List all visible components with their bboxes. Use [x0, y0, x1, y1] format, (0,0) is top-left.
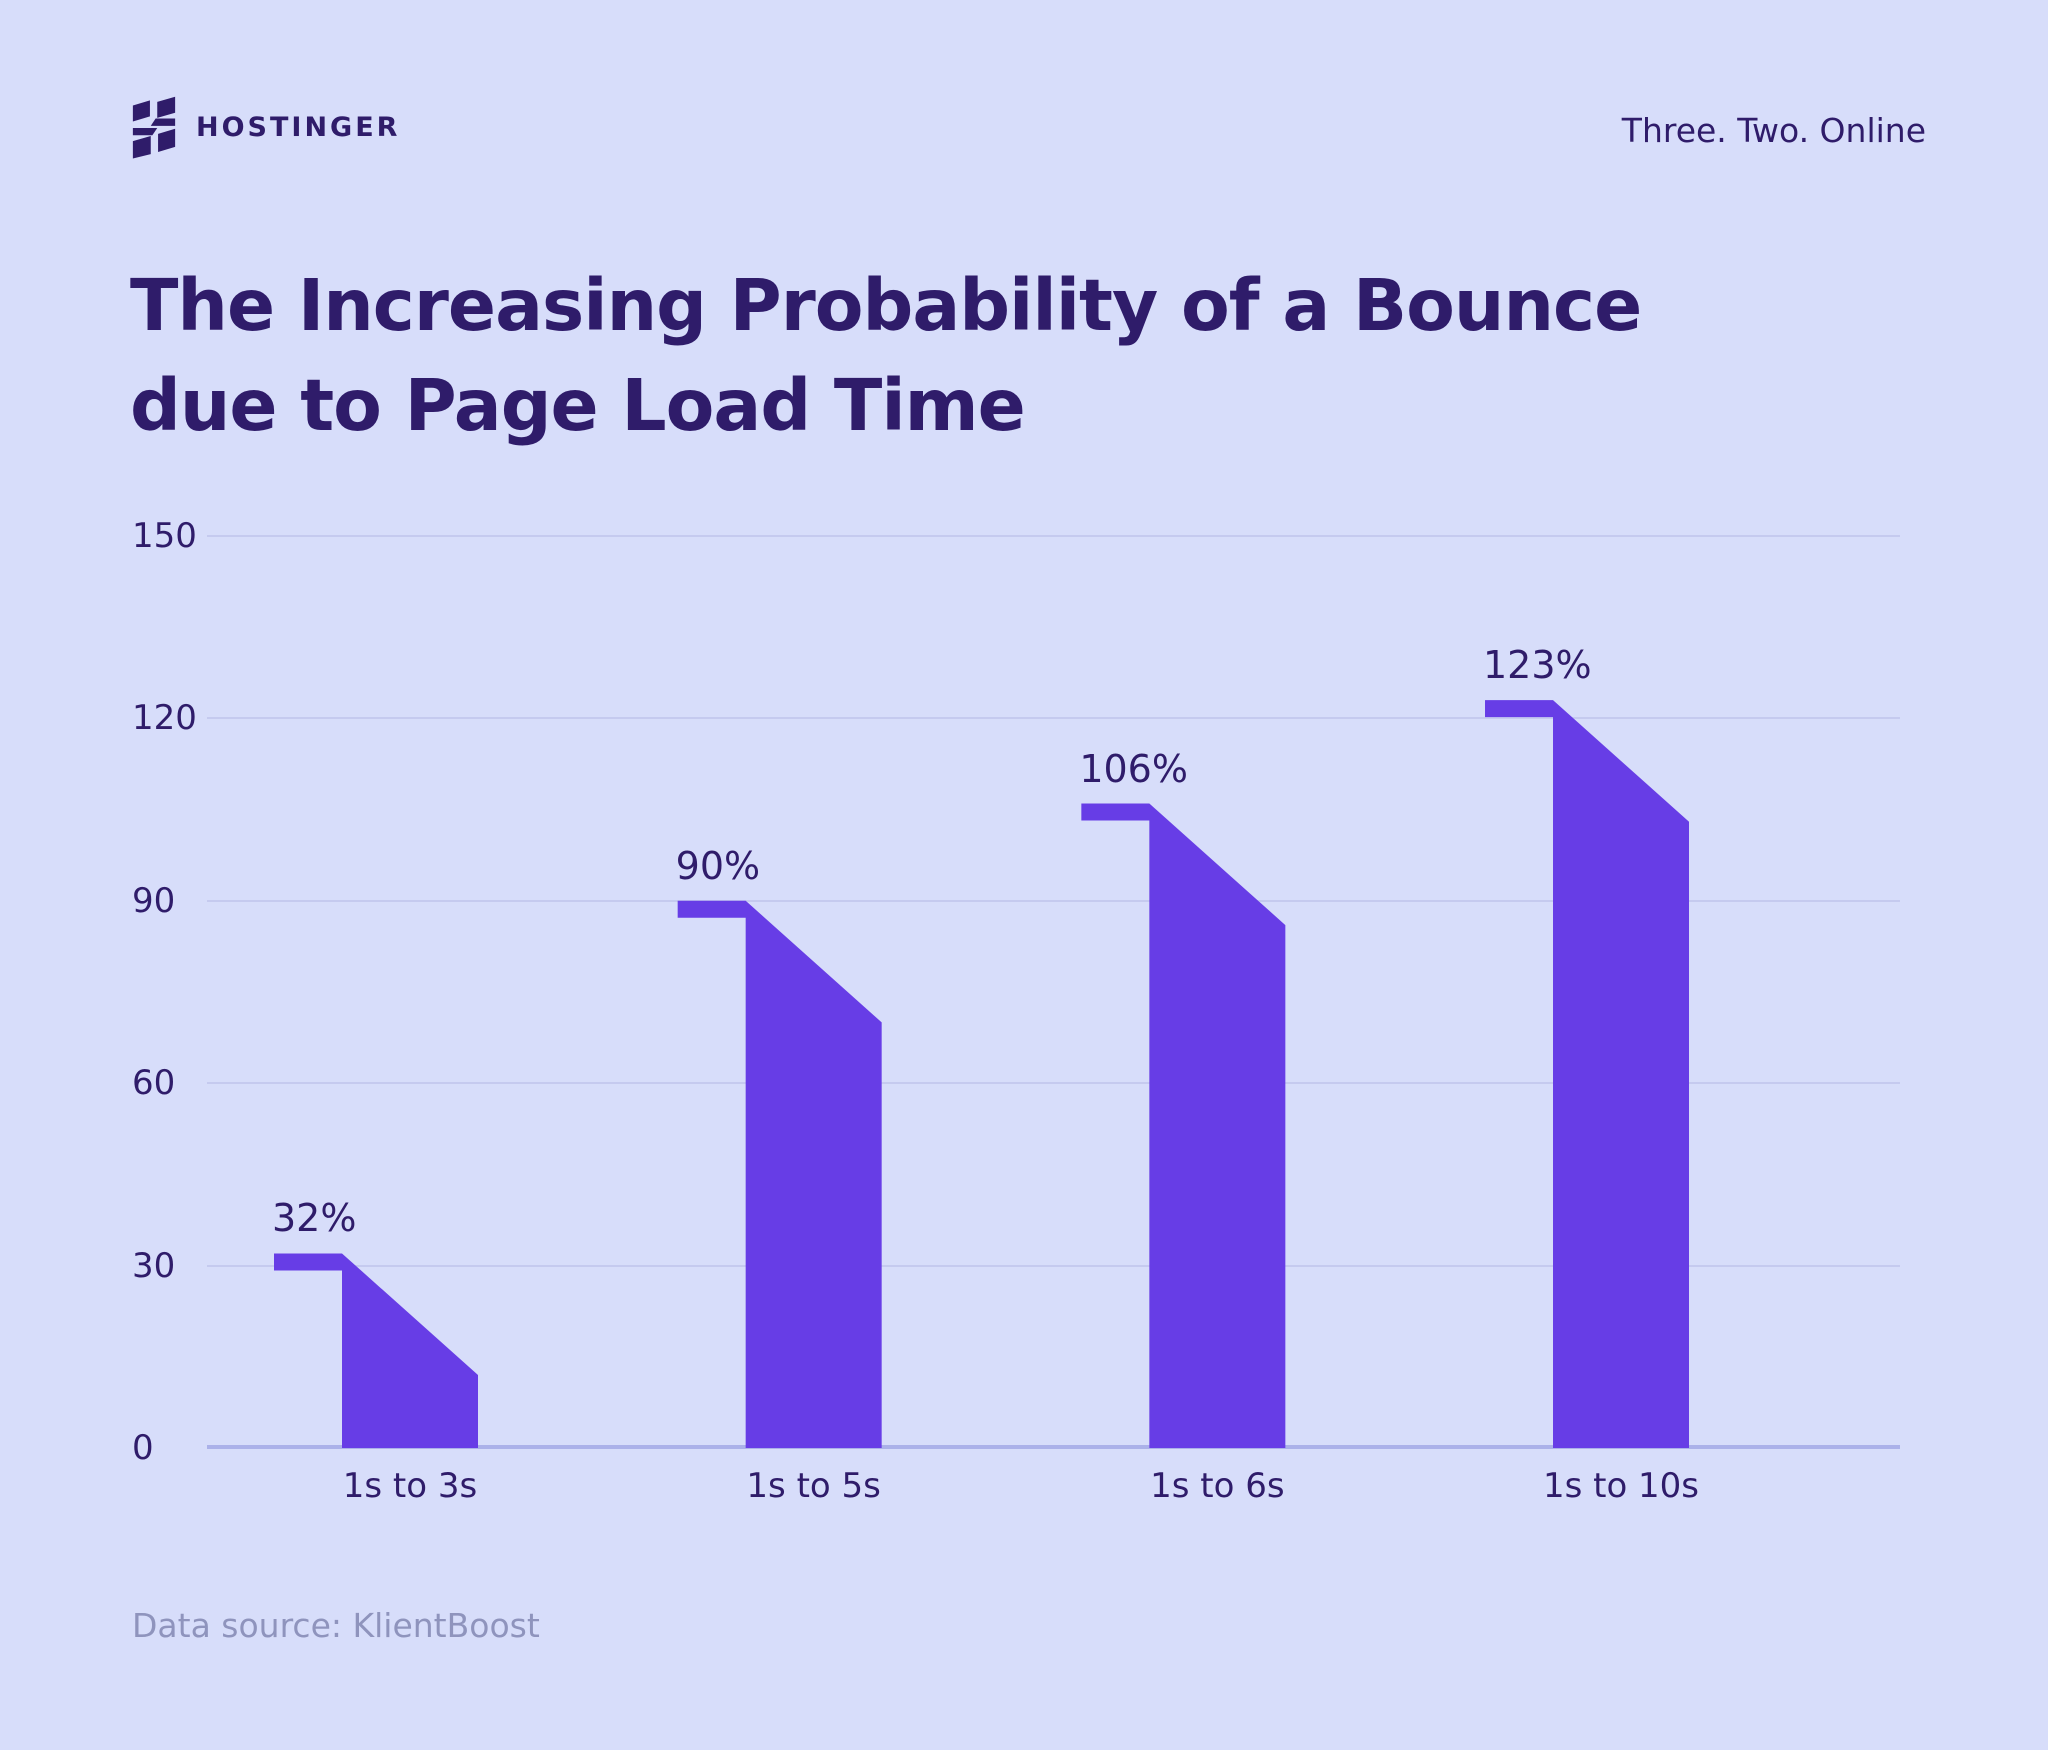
brand-name: HOSTINGER — [196, 112, 401, 143]
gridline-120 — [207, 717, 1900, 720]
x-axis-label-1s-to-3s: 1s to 3s — [342, 1466, 478, 1506]
chart-title: The Increasing Probability of a Bounce du… — [130, 256, 1642, 456]
data-source-note: Data source: KlientBoost — [132, 1606, 540, 1645]
x-axis-label-1s-to-5s: 1s to 5s — [746, 1466, 881, 1506]
y-tick-label-30: 30 — [132, 1245, 176, 1286]
x-axis-label-1s-to-6s: 1s to 6s — [1150, 1466, 1285, 1506]
y-tick-label-150: 150 — [132, 516, 197, 556]
hostinger-logo-lockup: HOSTINGER — [128, 96, 400, 160]
y-tick-label-0: 0 — [132, 1428, 154, 1468]
bar-value-label-1s-to-3s: 32% — [272, 1196, 357, 1241]
x-axis-label-1s-to-10s: 1s to 10s — [1542, 1466, 1700, 1506]
gridline-60 — [207, 1082, 1900, 1085]
gridline-30 — [207, 1264, 1900, 1267]
bar-1s-to-5s — [677, 900, 882, 1448]
gridline-150 — [207, 535, 1900, 537]
y-tick-label-60: 60 — [132, 1063, 176, 1104]
hostinger-h-logo-icon — [132, 96, 176, 159]
y-tick-label-120: 120 — [132, 698, 197, 739]
gridline-90 — [207, 899, 1900, 902]
chart-title-line-1: The Increasing Probability of a Bounce — [130, 264, 1642, 347]
x-axis-line — [207, 1445, 1900, 1449]
bar-1s-to-6s — [1081, 803, 1286, 1448]
bar-value-label-1s-to-6s: 106% — [1079, 746, 1188, 791]
bar-value-label-1s-to-5s: 90% — [675, 843, 761, 888]
bar-1s-to-10s — [1485, 700, 1690, 1448]
bar-value-label-1s-to-10s: 123% — [1483, 643, 1592, 688]
chart-title-line-2: due to Page Load Time — [130, 364, 1026, 447]
brand-tagline: Three. Two. Online — [1621, 111, 1926, 150]
y-tick-label-90: 90 — [132, 880, 176, 921]
bar-1s-to-3s — [274, 1253, 478, 1448]
